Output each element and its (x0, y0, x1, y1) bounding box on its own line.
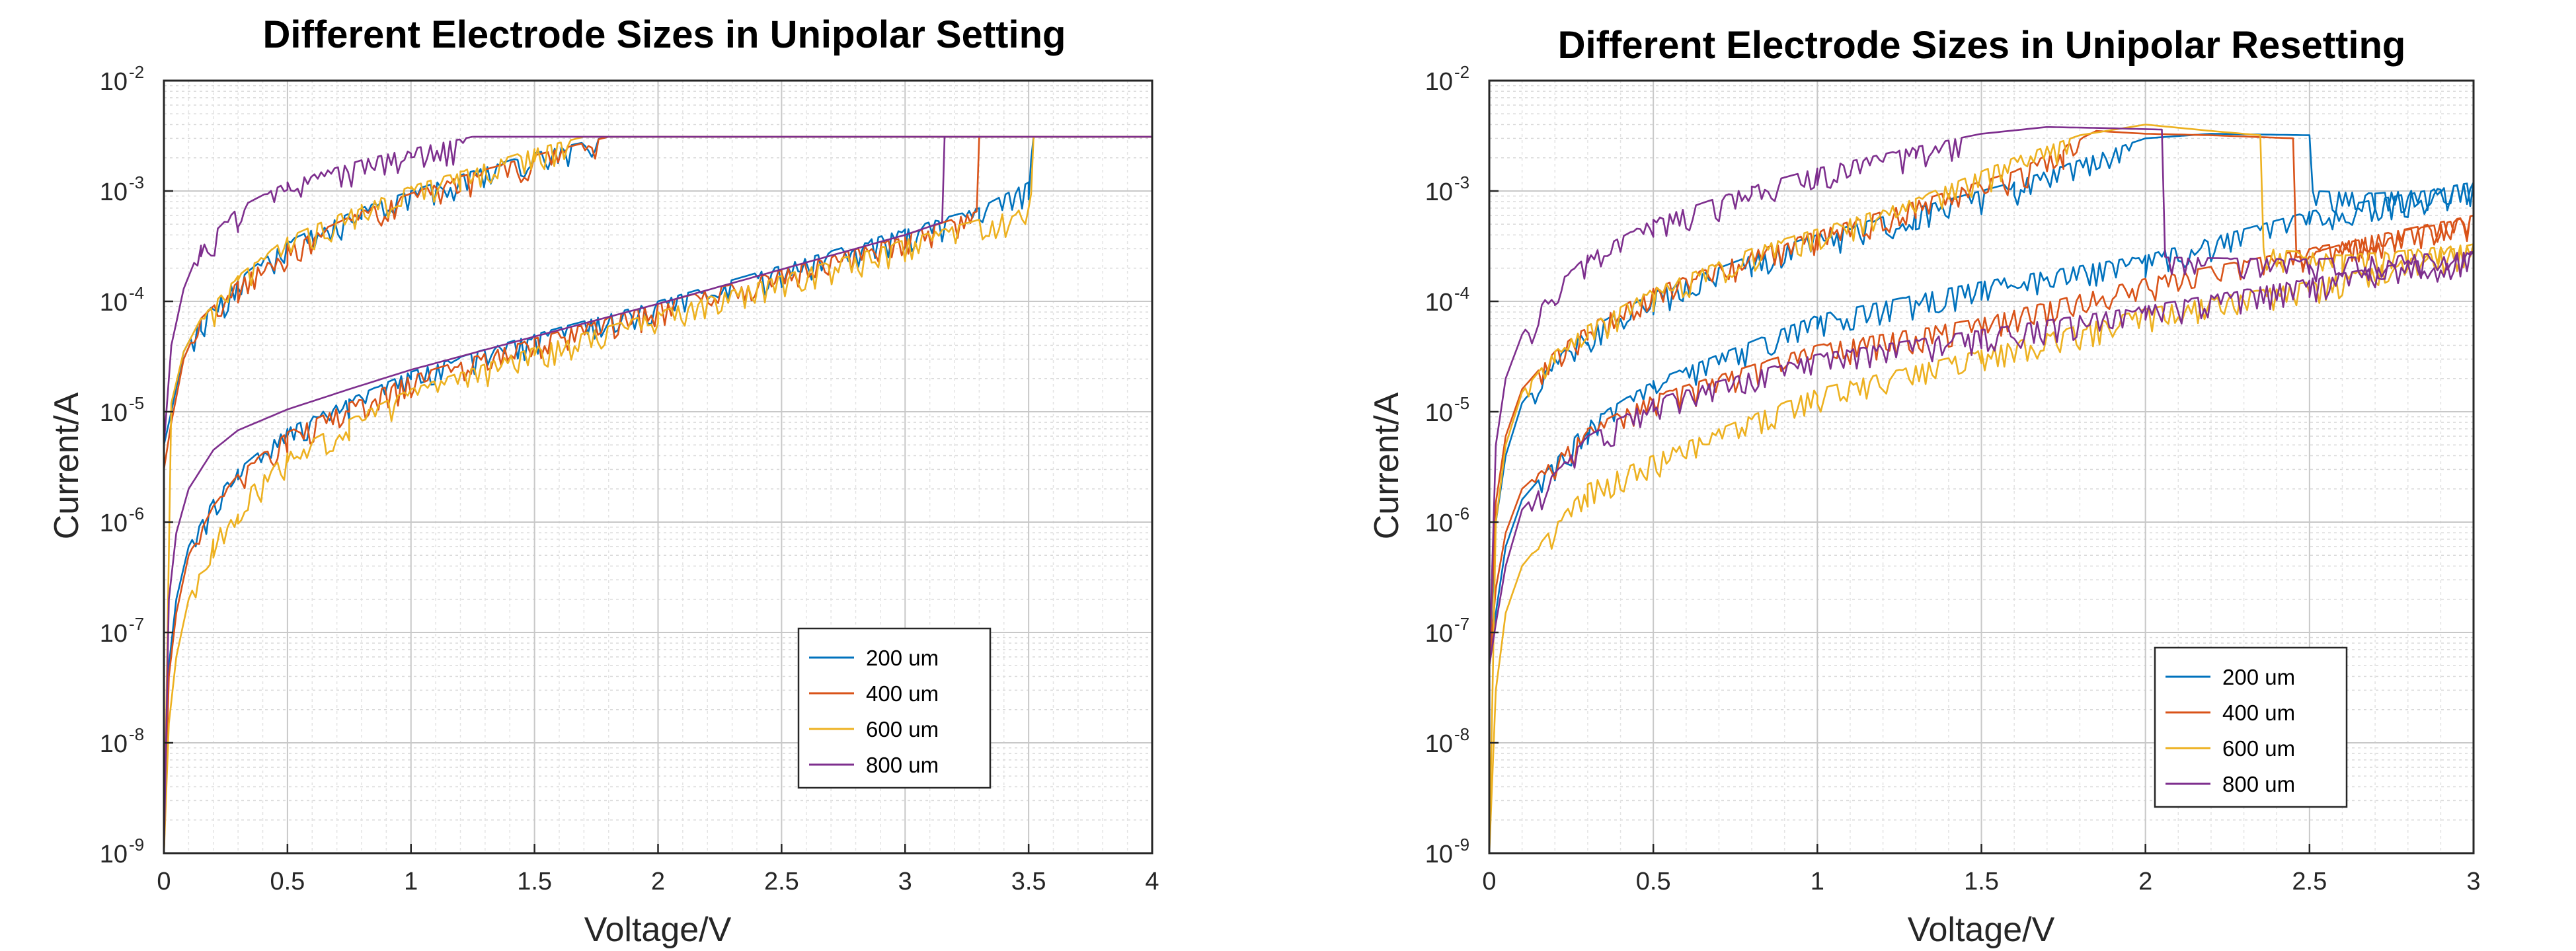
y-axis-label: Current/A (48, 392, 86, 539)
x-tick-label: 1.5 (517, 868, 552, 895)
y-tick-label: 10 (100, 841, 128, 868)
y-tick-exponent: -6 (129, 504, 144, 523)
y-tick-exponent: -8 (1454, 724, 1469, 744)
series-line-200-um-low (1488, 181, 2475, 666)
y-tick-label: 10 (1425, 289, 1453, 317)
y-tick-exponent: -4 (129, 283, 144, 303)
ticks: 0 0.5 1 1.5 2 2.5 310-910-810-710-610-510 -410-… (1425, 62, 2481, 895)
y-tick-exponent: -5 (1454, 393, 1469, 413)
y-tick-label: 10 (100, 399, 128, 427)
series-line-800-um-high (163, 135, 473, 445)
x-tick-label: 3.5 (1011, 868, 1046, 895)
series-line-200-um-high (1488, 133, 2314, 666)
x-tick-label: 1.5 (1964, 868, 1999, 895)
series-group (163, 135, 1152, 854)
y-tick-label: 10 (100, 289, 128, 317)
series-line-400-um-high (1488, 130, 2298, 666)
legend-label: 200 um (2222, 665, 2295, 689)
grid (163, 80, 1153, 854)
y-tick-exponent: -7 (1454, 614, 1469, 634)
series-line-600-um-low (1488, 243, 2475, 854)
y-tick-exponent: -2 (129, 62, 144, 82)
chart-setting: Different Electrode Sizes in Unipolar Se… (48, 13, 1159, 949)
legend-label: 600 um (2222, 736, 2295, 761)
y-tick-label: 10 (1425, 620, 1453, 648)
x-tick-label: 1 (404, 868, 418, 895)
legend-box (2154, 646, 2348, 808)
series-line-800-um-high (1488, 126, 2166, 666)
x-tick-label: 2 (2138, 868, 2152, 895)
ticks: 0 0.5 1 1.5 2 2.5 3 3.5 410-910-810-710-610 -510-… (100, 62, 1159, 895)
y-tick-exponent: -5 (129, 393, 144, 413)
x-axis-label: Voltage/V (1908, 911, 2055, 949)
y-tick-exponent: -3 (1454, 172, 1469, 192)
y-tick-exponent: -7 (129, 614, 144, 634)
series-line-600-um-high (163, 135, 584, 854)
legend-label: 600 um (866, 717, 939, 742)
x-tick-label: 0 (1482, 868, 1496, 895)
y-tick-label: 10 (1425, 841, 1453, 868)
y-tick-exponent: -3 (129, 172, 144, 192)
legend-label: 800 um (866, 753, 939, 777)
x-tick-label: 3 (898, 868, 912, 895)
y-tick-label: 10 (1425, 399, 1453, 427)
y-tick-label: 10 (100, 68, 128, 96)
y-tick-label: 10 (1425, 178, 1453, 206)
y-tick-label: 10 (1425, 510, 1453, 537)
y-tick-exponent: -4 (1454, 283, 1469, 303)
y-tick-exponent: -9 (129, 835, 144, 855)
legend-label: 200 um (866, 646, 939, 670)
y-tick-label: 10 (100, 730, 128, 758)
x-tick-label: 0.5 (270, 868, 305, 895)
legend: 200 um 400 um 600 um 800 um (797, 627, 992, 789)
series-line-600-um-high (1488, 124, 2265, 854)
x-tick-label: 2.5 (2292, 868, 2327, 895)
x-tick-label: 2 (651, 868, 665, 895)
y-tick-exponent: -6 (1454, 504, 1469, 523)
x-tick-label: 4 (1145, 868, 1159, 895)
chart-title: Different Electrode Sizes in Unipolar Se… (263, 13, 1066, 56)
legend-label: 400 um (2222, 701, 2295, 725)
series-line-800-um-low (163, 135, 1152, 854)
chart-resetting: Different Electrode Sizes in Unipolar Re… (1368, 24, 2481, 949)
x-tick-label: 1 (1811, 868, 1824, 895)
y-tick-exponent: -9 (1454, 835, 1469, 855)
y-axis-label: Current/A (1368, 392, 1406, 539)
series-line-800-um-low (1488, 251, 2475, 666)
y-tick-label: 10 (100, 178, 128, 206)
chart-title: Different Electrode Sizes in Unipolar Re… (1558, 24, 2406, 67)
y-tick-exponent: -2 (1454, 62, 1469, 82)
legend-box (797, 627, 992, 789)
series-group (1488, 124, 2475, 854)
y-tick-label: 10 (100, 620, 128, 648)
legend: 200 um 400 um 600 um 800 um (2154, 646, 2348, 808)
x-tick-label: 2.5 (764, 868, 799, 895)
y-tick-exponent: -8 (129, 724, 144, 744)
y-tick-label: 10 (1425, 68, 1453, 96)
x-tick-label: 0.5 (1636, 868, 1671, 895)
x-tick-label: 3 (2466, 868, 2480, 895)
y-tick-label: 10 (1425, 730, 1453, 758)
legend-label: 800 um (2222, 772, 2295, 796)
y-tick-label: 10 (100, 510, 128, 537)
series-line-400-um-low (1488, 214, 2475, 666)
legend-label: 400 um (866, 681, 939, 706)
x-tick-label: 0 (157, 868, 171, 895)
x-axis-label: Voltage/V (584, 911, 732, 949)
